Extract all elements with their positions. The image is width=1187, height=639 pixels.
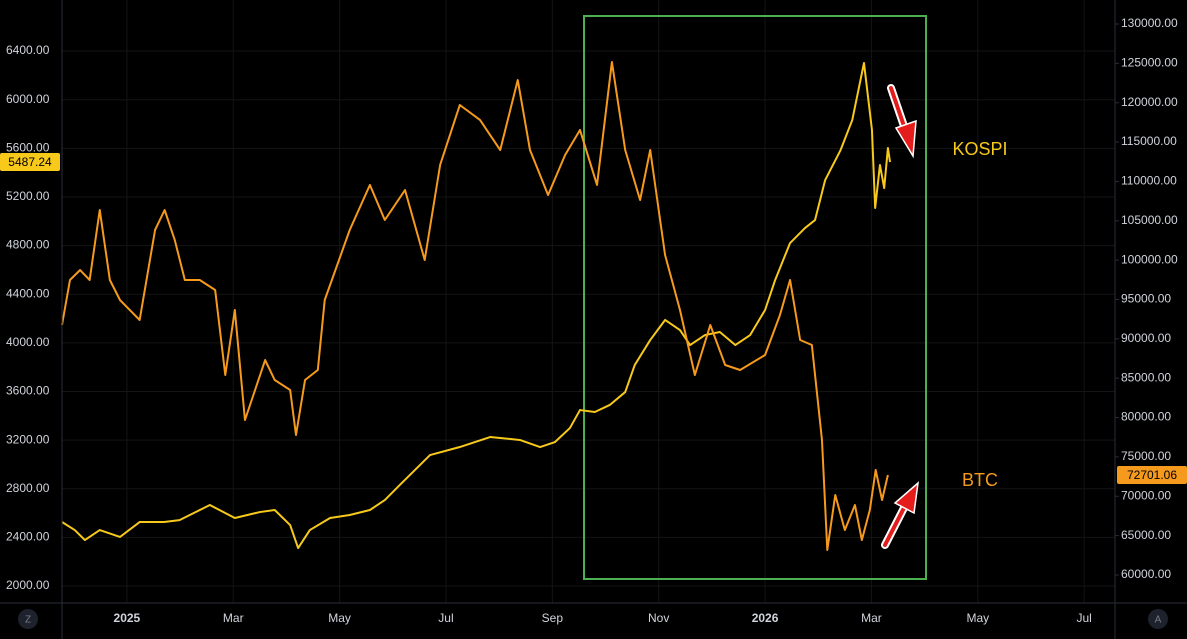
series-line [61, 61, 892, 550]
x-tick-label: 2026 [752, 611, 779, 625]
y2-tick-label: 70000.00 [1121, 488, 1171, 502]
x-tick-label: May [328, 611, 351, 625]
x-tick-label: 2025 [114, 611, 141, 625]
series-label: KOSPI [952, 139, 1007, 159]
price-tag [0, 153, 60, 172]
y2-tick-label: 120000.00 [1121, 95, 1178, 109]
auto-button[interactable] [1148, 609, 1168, 629]
y-tick-label: 5600.00 [6, 140, 50, 154]
grid-layer [62, 0, 1115, 603]
y2-tick-label: 65000.00 [1121, 528, 1171, 542]
y2-tick-label: 125000.00 [1121, 56, 1178, 70]
y2-tick-label: 85000.00 [1121, 370, 1171, 384]
series-label: BTC [962, 470, 998, 490]
y2-tick-label: 130000.00 [1121, 16, 1178, 30]
highlight-box [583, 15, 927, 580]
arrow-down [887, 84, 917, 159]
x-tick-label: Jul [1076, 611, 1091, 625]
y2-tick-label: 115000.00 [1121, 134, 1177, 148]
price-tag [1117, 466, 1187, 485]
y-tick-label: 4800.00 [6, 238, 50, 252]
x-tick-label: Mar [223, 611, 244, 625]
x-tick-label: Sep [542, 611, 564, 625]
y-tick-label: 4400.00 [6, 286, 50, 300]
series-line [61, 61, 889, 551]
y-tick-label: 3200.00 [6, 432, 50, 446]
y2-tick-label: 110000.00 [1121, 174, 1177, 188]
x-tick-label: Mar [861, 611, 882, 625]
y-tick-label: 6000.00 [6, 92, 50, 106]
y2-tick-label: 80000.00 [1121, 410, 1171, 424]
price-tag-label: 72701.06 [1127, 468, 1177, 482]
auto-button-label[interactable]: A [1155, 615, 1162, 626]
axis-layer: 2025 Mar May Jul Sep Nov 2026 Mar May Jul 2000.00 2… [0, 16, 1187, 625]
y2-tick-label: 75000.00 [1121, 449, 1171, 463]
zoom-button[interactable] [18, 609, 38, 629]
y2-tick-label: 60000.00 [1121, 567, 1171, 581]
y2-tick-label: 105000.00 [1121, 213, 1178, 227]
y-tick-label: 4000.00 [6, 335, 50, 349]
y-tick-label: 5200.00 [6, 189, 50, 203]
y2-tick-label: 100000.00 [1121, 252, 1178, 266]
y-tick-label: 2000.00 [6, 578, 50, 592]
price-tag-label: 5487.24 [8, 155, 52, 169]
y-tick-label: 2800.00 [6, 481, 50, 495]
y-tick-label: 3600.00 [6, 384, 50, 398]
y-tick-label: 2400.00 [6, 530, 50, 544]
y2-tick-label: 90000.00 [1121, 331, 1171, 345]
line-layer: KOSPI BTC [61, 61, 1008, 551]
y2-tick-label: 95000.00 [1121, 292, 1171, 306]
zoom-button-label[interactable]: Z [25, 615, 31, 626]
x-tick-label: May [966, 611, 989, 625]
y-tick-label: 6400.00 [6, 43, 50, 57]
x-tick-label: Nov [648, 611, 669, 625]
x-tick-label: Jul [438, 611, 453, 625]
arrow-up [881, 481, 920, 549]
